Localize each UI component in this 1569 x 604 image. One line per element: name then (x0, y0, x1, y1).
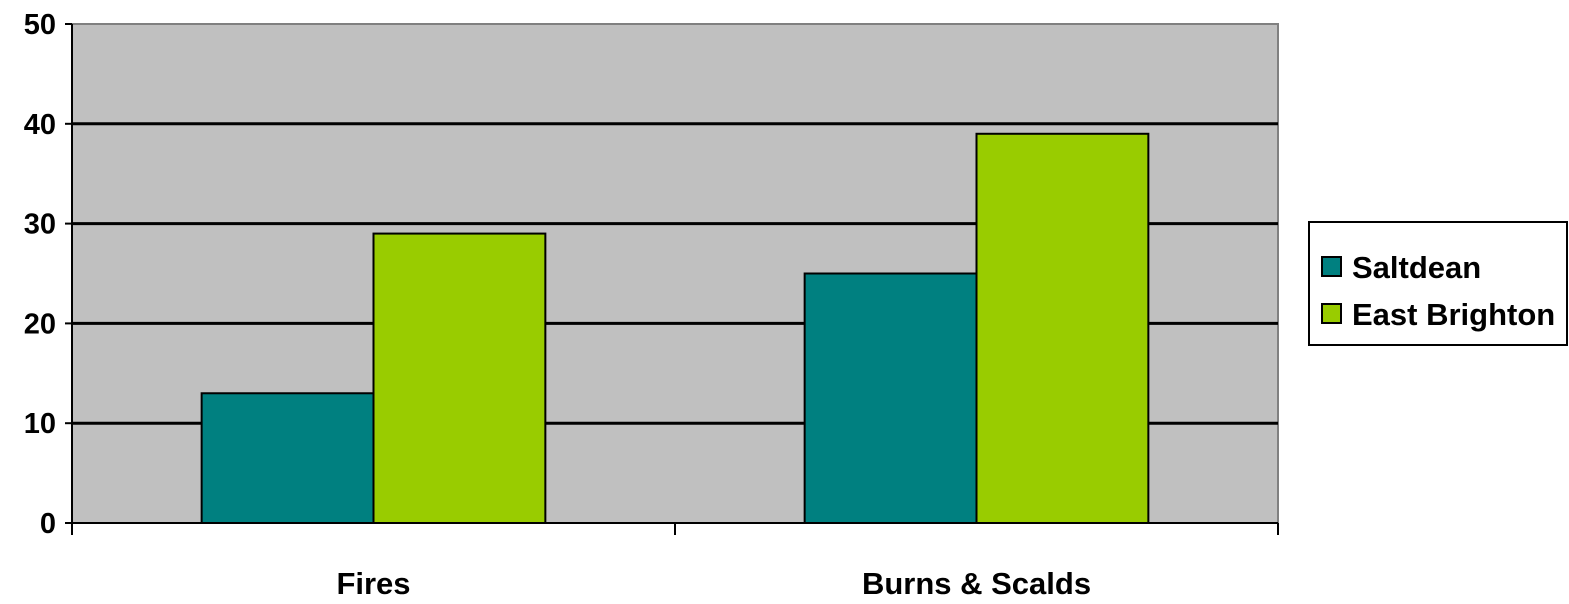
legend-box (1308, 221, 1568, 346)
y-tick-label-10: 10 (24, 408, 56, 440)
bar-saltdean-burns-scalds (803, 272, 978, 524)
legend-label-saltdean: Saltdean (1352, 250, 1481, 285)
legend-swatch-east-brighton (1321, 303, 1342, 324)
y-tick-labels: 0 10 20 30 40 50 (24, 9, 56, 540)
x-tick-label-fires: Fires (336, 566, 410, 601)
y-tick-label-0: 0 (40, 508, 56, 540)
bar-east-brighton-fires (372, 232, 547, 525)
legend-label-east-brighton: East Brighton (1352, 297, 1555, 332)
y-tick-label-30: 30 (24, 209, 56, 241)
bar-east-brighton-burns-scalds (975, 132, 1150, 524)
y-tick-label-50: 50 (24, 9, 56, 41)
bars (200, 132, 1150, 525)
axes (65, 23, 1279, 535)
y-tick-label-20: 20 (24, 308, 56, 340)
y-tick-label-40: 40 (24, 109, 56, 141)
legend: Saltdean East Brighton (1308, 221, 1568, 346)
bar-saltdean-fires (200, 392, 375, 525)
x-tick-label-burns-scalds: Burns & Scalds (862, 566, 1091, 601)
legend-swatch-saltdean (1321, 256, 1342, 277)
x-tick-labels: Fires Burns & Scalds (336, 566, 1091, 601)
